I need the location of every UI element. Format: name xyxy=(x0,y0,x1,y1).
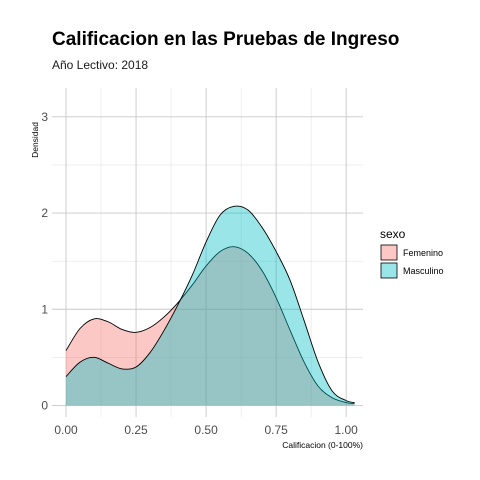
y-tick-label: 0 xyxy=(41,398,48,412)
x-tick-label: 0.50 xyxy=(194,423,218,437)
density-areas xyxy=(65,205,355,406)
x-axis-label: Calificacion (0-100%) xyxy=(282,440,363,450)
legend-swatch-femenino xyxy=(380,244,398,261)
y-tick-label: 2 xyxy=(41,206,48,220)
legend-label-masculino: Masculino xyxy=(403,266,444,276)
grid xyxy=(52,88,363,417)
legend-items: Femenino Masculino xyxy=(380,244,444,279)
legend: sexo Femenino Masculino xyxy=(380,227,444,279)
x-axis-ticks: 0.00 0.25 0.50 0.75 1.00 xyxy=(54,423,358,437)
y-tick-label: 3 xyxy=(41,110,48,124)
y-axis-label: Densidad xyxy=(30,122,40,158)
legend-swatch-masculino xyxy=(380,262,398,279)
x-tick-label: 1.00 xyxy=(335,423,359,437)
y-tick-label: 1 xyxy=(41,302,48,316)
chart-title: Calificacion en las Pruebas de Ingreso xyxy=(52,29,399,50)
legend-title: sexo xyxy=(380,227,406,241)
x-tick-label: 0.75 xyxy=(264,423,288,437)
line-masculino xyxy=(65,205,355,404)
x-tick-label: 0.25 xyxy=(124,423,148,437)
chart-subtitle: Año Lectivo: 2018 xyxy=(52,58,148,72)
x-tick-label: 0.00 xyxy=(54,423,78,437)
line-femenino xyxy=(65,246,355,404)
y-axis-ticks: 0 1 2 3 xyxy=(41,110,48,413)
area-masculino xyxy=(66,206,355,406)
legend-label-femenino: Femenino xyxy=(403,248,443,258)
